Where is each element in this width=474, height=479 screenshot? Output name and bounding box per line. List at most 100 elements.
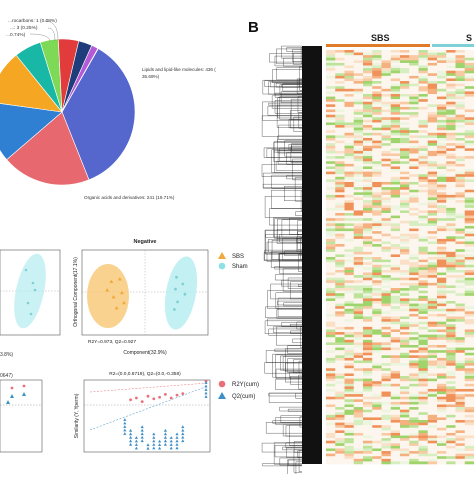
heatmap-cell <box>363 119 373 123</box>
heatmap-cell <box>427 70 438 74</box>
heatmap-cell <box>326 319 336 322</box>
heatmap-cell <box>400 101 410 105</box>
heatmap-cell <box>418 363 429 366</box>
heatmap-cell <box>446 378 456 382</box>
heatmap-cell <box>418 194 429 198</box>
heatmap-cell <box>437 192 447 196</box>
heatmap-cell <box>381 275 392 278</box>
heatmap-cell <box>464 355 474 359</box>
heatmap-cell <box>437 363 447 366</box>
heatmap-cell <box>418 461 429 465</box>
heatmap-cell <box>344 50 355 53</box>
heatmap-cell <box>464 68 474 71</box>
heatmap-cell <box>353 244 364 247</box>
heatmap-cell <box>335 148 345 152</box>
heatmap-cell <box>400 313 410 317</box>
dendrogram-branch <box>287 277 302 289</box>
heatmap-cell <box>418 161 429 165</box>
heatmap-cell <box>344 300 355 304</box>
heatmap-cell <box>363 370 373 374</box>
heatmap-cell <box>427 130 438 134</box>
heatmap-cell <box>455 213 466 216</box>
heatmap-cell <box>409 166 419 170</box>
heatmap-cell <box>455 223 466 227</box>
heatmap-cell <box>335 60 345 64</box>
heatmap-cell <box>381 272 392 276</box>
heatmap-cell <box>455 130 466 134</box>
perm-point-r2y <box>164 393 167 396</box>
heatmap-cell <box>437 244 447 247</box>
heatmap-cell <box>363 355 373 359</box>
heatmap-cell <box>381 373 392 377</box>
heatmap-cell <box>326 448 336 452</box>
heatmap-cell <box>455 383 466 387</box>
heatmap-cell <box>335 86 345 90</box>
heatmap-cell <box>427 200 438 203</box>
heatmap-cell <box>400 205 410 209</box>
heatmap-cell <box>455 363 466 366</box>
heatmap-cell <box>446 163 456 167</box>
heatmap-cell <box>335 430 345 434</box>
heatmap-cell <box>326 365 336 369</box>
heatmap-cell <box>390 122 401 126</box>
heatmap-cell <box>464 86 474 90</box>
heatmap-cell <box>446 119 456 123</box>
heatmap-cell <box>427 409 438 413</box>
heatmap-cell <box>390 202 401 206</box>
heatmap-cell <box>390 192 401 196</box>
heatmap-cell <box>381 430 392 434</box>
heatmap-cell <box>353 86 364 90</box>
heatmap-cell <box>418 303 429 307</box>
heatmap-cell <box>464 350 474 354</box>
heatmap-cell <box>381 156 392 159</box>
heatmap-cell <box>400 337 410 341</box>
heatmap-cell <box>372 295 382 299</box>
dendrogram-branch <box>283 302 302 307</box>
heatmap-cell <box>344 207 355 211</box>
heatmap-cell <box>381 93 392 97</box>
heatmap-cell <box>400 187 410 191</box>
heatmap-cell <box>353 194 364 198</box>
heatmap-cell <box>418 163 429 167</box>
heatmap-cell <box>381 114 392 118</box>
heatmap-cell <box>446 363 456 366</box>
heatmap-cell <box>427 81 438 84</box>
heatmap-cell <box>437 432 447 436</box>
heatmap-cell <box>381 269 392 273</box>
heatmap-cell <box>437 202 447 206</box>
heatmap-cell <box>344 321 355 325</box>
heatmap-cell <box>455 210 466 214</box>
heatmap-cell <box>464 236 474 240</box>
heatmap-cell <box>381 176 392 180</box>
dendrogram-branch <box>274 150 302 173</box>
heatmap-cell <box>335 427 345 431</box>
heatmap-cell <box>372 386 382 390</box>
heatmap-cell <box>372 407 382 410</box>
heatmap-cell <box>363 347 373 351</box>
heatmap-cell <box>418 311 429 315</box>
heatmap-cell <box>390 300 401 304</box>
heatmap-cell <box>400 344 410 348</box>
heatmap-cell <box>437 75 447 79</box>
heatmap-cell <box>363 458 373 462</box>
heatmap-cell <box>353 75 364 79</box>
heatmap-cell <box>326 337 336 341</box>
heatmap-cell <box>418 334 429 338</box>
heatmap-cell <box>390 148 401 152</box>
heatmap-cell <box>409 132 419 136</box>
heatmap-cell <box>400 326 410 330</box>
heatmap-cell <box>400 438 410 442</box>
heatmap-cell <box>400 189 410 193</box>
heatmap-cell <box>390 316 401 320</box>
heatmap-cell <box>381 259 392 263</box>
heatmap-cell <box>409 213 419 216</box>
dendrogram-branch <box>284 140 302 157</box>
dendrogram-branch <box>277 297 302 317</box>
heatmap-cell <box>363 394 373 398</box>
heatmap-cell <box>326 435 336 439</box>
heatmap-cell <box>344 181 355 185</box>
heatmap-cell <box>381 228 392 232</box>
heatmap-cell <box>455 158 466 162</box>
heatmap-cell <box>381 352 392 356</box>
heatmap-cell <box>464 135 474 139</box>
